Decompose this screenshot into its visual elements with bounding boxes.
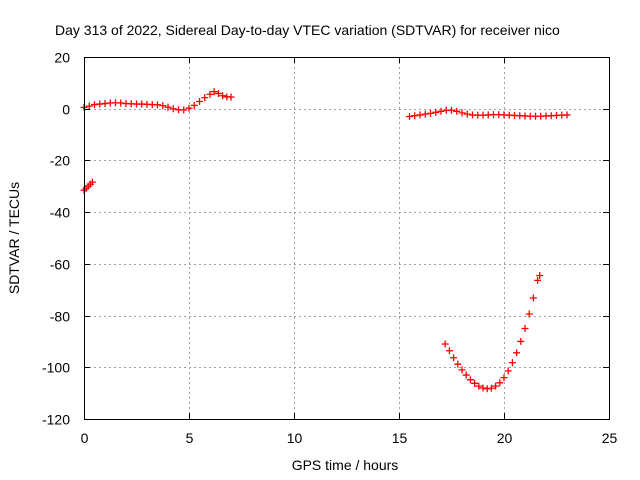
data-point	[154, 101, 161, 109]
data-point	[462, 371, 470, 379]
data-point	[227, 93, 235, 101]
data-point	[500, 374, 508, 382]
data-point	[508, 359, 516, 367]
data-point	[445, 347, 453, 355]
y-tick-label: -20	[50, 153, 70, 169]
data-point	[214, 89, 222, 97]
x-tick-label: 5	[186, 430, 194, 446]
data-point	[448, 106, 455, 114]
plot-frame	[84, 57, 610, 420]
data-point	[411, 112, 419, 120]
data-point	[563, 111, 571, 119]
x-tick-label: 20	[497, 430, 513, 446]
x-tick-label: 0	[81, 430, 89, 446]
y-tick-label: -40	[50, 205, 70, 221]
data-point	[536, 271, 544, 279]
y-tick-label: -100	[42, 360, 70, 376]
plot-border	[84, 57, 610, 420]
data-point	[190, 101, 198, 109]
y-axis-title: SDTVAR / TECUs	[6, 182, 22, 294]
data-points	[80, 88, 571, 393]
data-point	[504, 367, 512, 375]
data-point	[437, 107, 445, 115]
y-tick-label: -60	[50, 257, 70, 273]
data-point	[492, 382, 500, 390]
data-point	[180, 106, 188, 114]
data-point	[450, 354, 458, 362]
data-point	[479, 384, 487, 392]
data-point	[466, 376, 474, 384]
series-arc-3	[406, 106, 571, 120]
series-arc-2	[80, 178, 96, 194]
data-point	[196, 97, 203, 105]
data-point	[454, 360, 462, 368]
grid	[84, 57, 609, 419]
data-point	[159, 102, 167, 110]
data-point	[210, 88, 218, 96]
x-tick-label: 25	[602, 430, 618, 446]
data-point	[517, 337, 525, 345]
data-point	[463, 110, 471, 118]
x-axis-ticks: 0 5 10 15 20 25	[81, 57, 618, 446]
y-tick-label: 0	[62, 102, 70, 118]
x-axis-title: GPS time / hours	[292, 457, 399, 473]
data-point	[432, 108, 440, 116]
data-point	[185, 104, 193, 112]
data-point	[534, 276, 542, 284]
data-point	[513, 349, 521, 357]
data-point	[85, 102, 93, 110]
data-point	[521, 325, 529, 332]
series-arc-1	[80, 88, 235, 114]
y-axis-ticks: 20 0 -20 -40 -60 -80 -100 -120	[42, 50, 609, 428]
data-point	[458, 109, 466, 117]
data-point	[201, 94, 209, 102]
data-point	[421, 110, 429, 118]
x-tick-label: 15	[392, 430, 408, 446]
data-point	[458, 366, 466, 374]
data-point	[88, 178, 96, 186]
data-point	[496, 379, 504, 387]
data-point	[529, 294, 537, 302]
x-tick-label: 10	[287, 430, 303, 446]
y-tick-label: 20	[54, 50, 70, 66]
data-point	[427, 109, 434, 117]
data-point	[169, 105, 177, 113]
data-point	[441, 340, 449, 348]
chart-title: Day 313 of 2022, Sidereal Day-to-day VTE…	[55, 22, 560, 38]
data-point	[525, 310, 533, 318]
y-tick-label: -120	[42, 412, 70, 428]
data-point	[406, 112, 413, 120]
data-point	[206, 90, 214, 98]
data-point	[453, 107, 461, 115]
data-point	[219, 92, 227, 100]
y-tick-label: -80	[50, 309, 70, 325]
data-point	[416, 111, 424, 119]
data-point	[487, 384, 495, 392]
data-point	[475, 382, 483, 390]
series-arc-4	[441, 271, 544, 393]
data-point	[471, 379, 479, 387]
data-point	[164, 103, 172, 111]
